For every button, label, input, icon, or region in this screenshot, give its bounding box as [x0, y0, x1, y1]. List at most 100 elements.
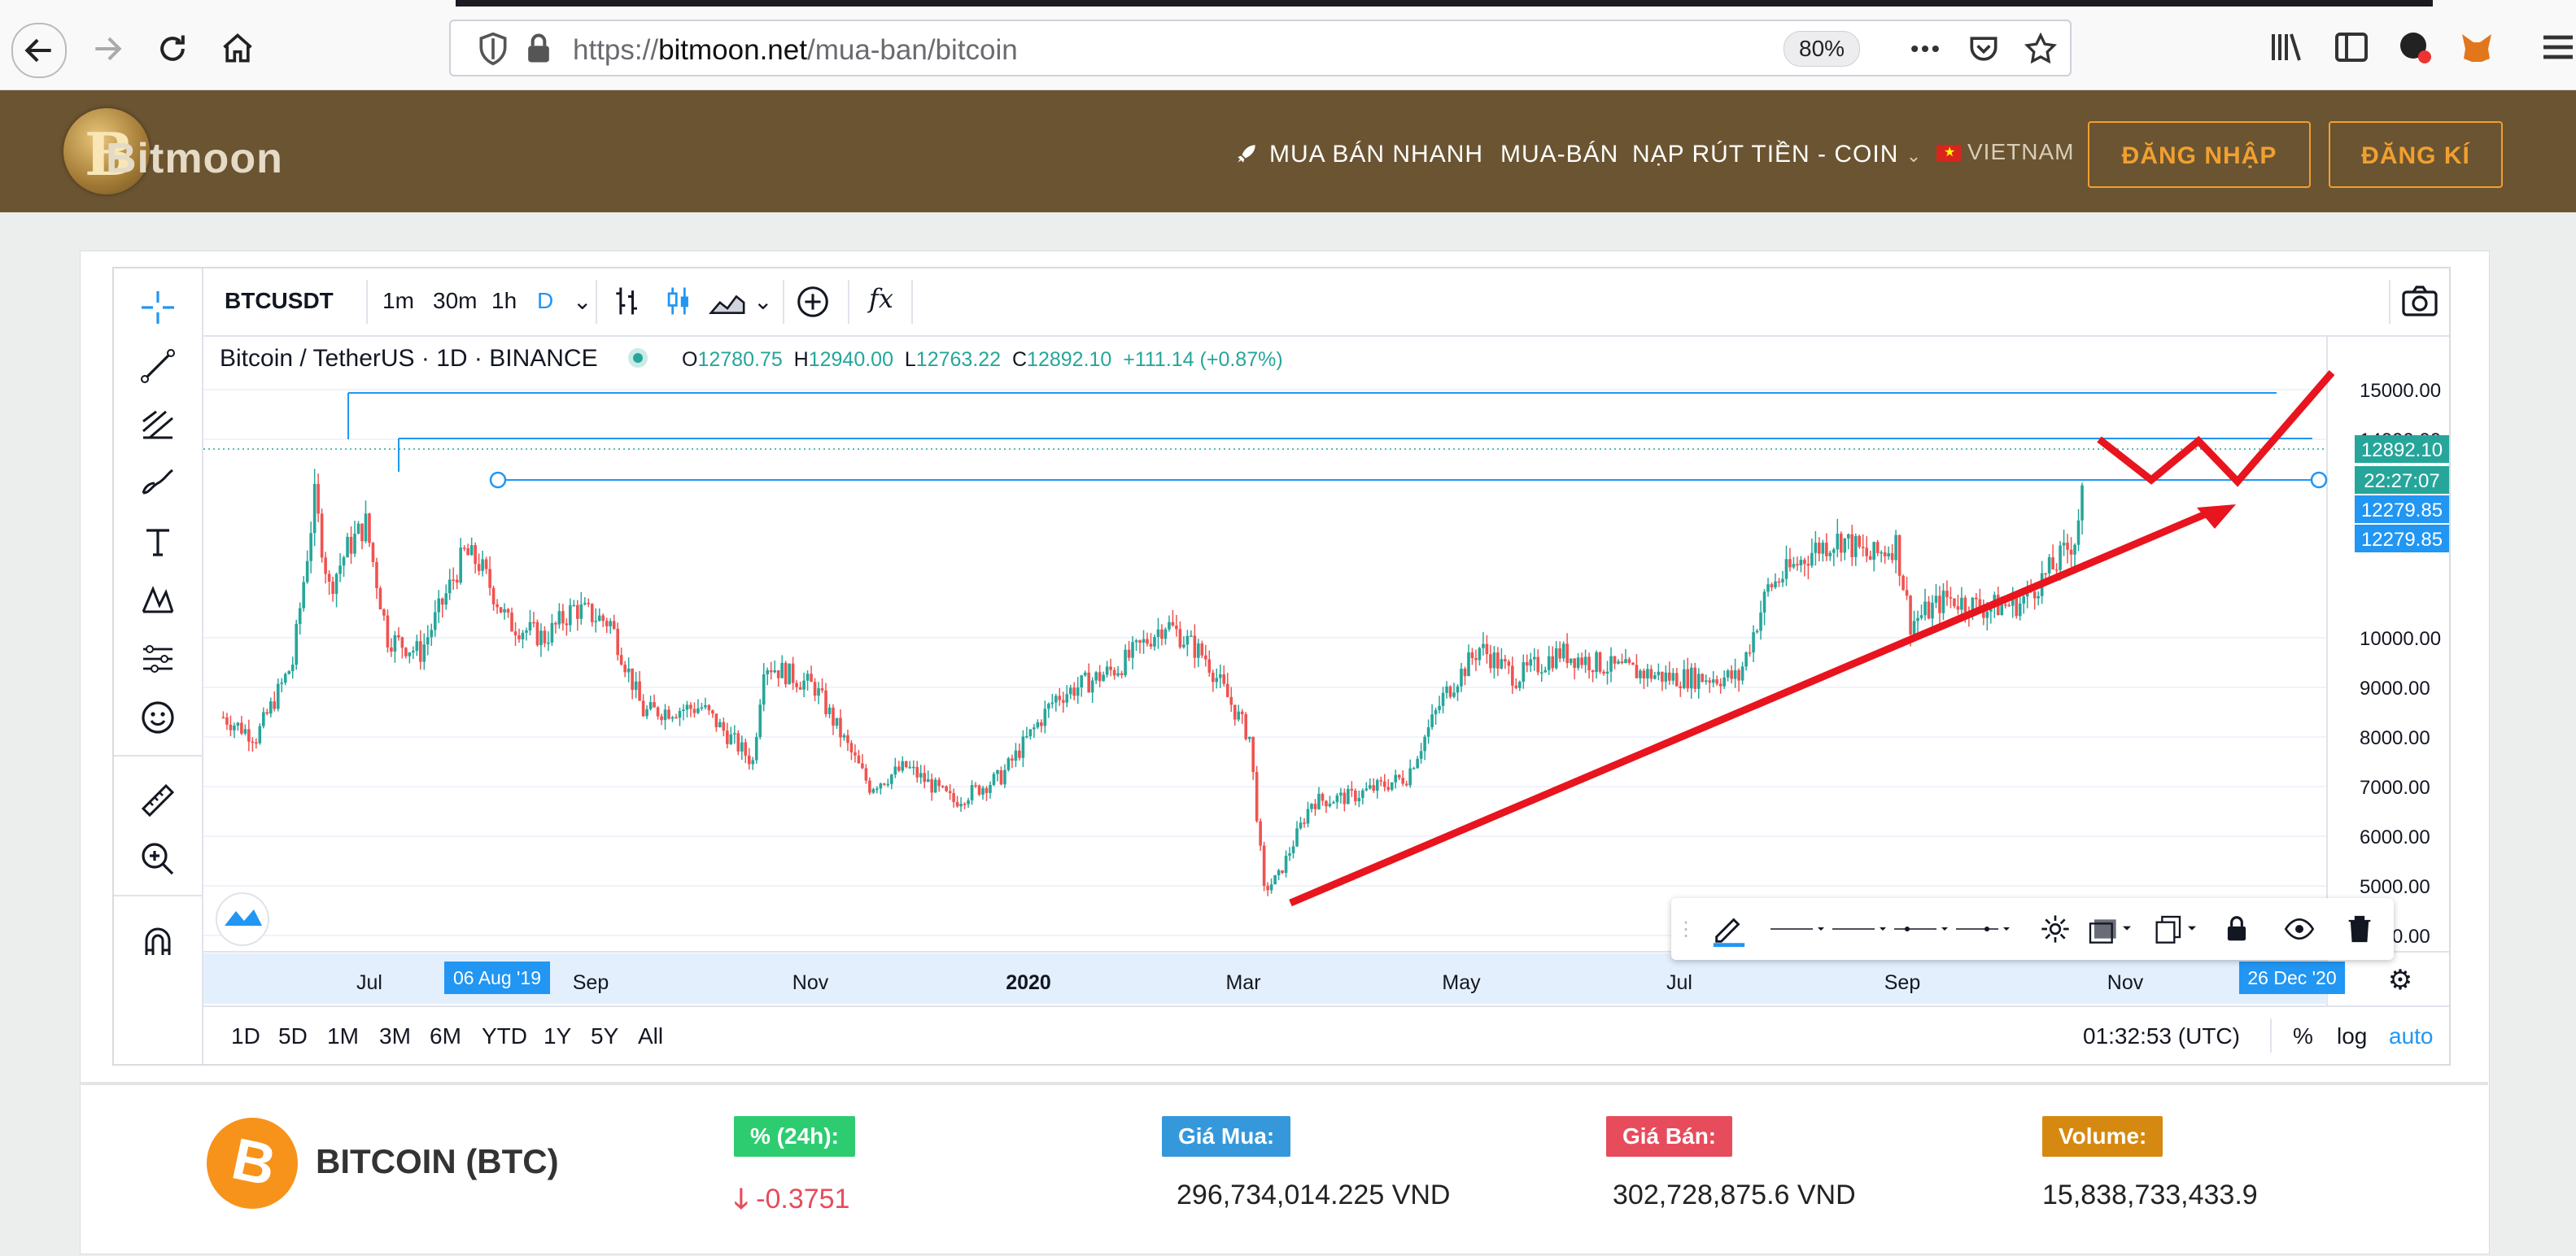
menu-trade[interactable]: MUA-BÁN [1500, 141, 1619, 168]
magnet-tool[interactable] [133, 918, 182, 966]
interval-1h[interactable]: 1h [491, 288, 517, 313]
zoom-tool[interactable] [133, 835, 182, 883]
sell-price-badge: Giá Bán: [1606, 1116, 1733, 1157]
back-button[interactable] [11, 23, 67, 78]
interval-30m[interactable]: 30m [433, 288, 478, 313]
ruler-lines-icon [143, 645, 172, 673]
legend-title[interactable]: Bitcoin / TetherUS · 1D · BINANCE [220, 345, 598, 372]
lock-drawing-button[interactable] [2221, 909, 2252, 949]
utc-clock[interactable]: 01:32:53 (UTC) [2083, 1023, 2240, 1049]
candles-icon[interactable] [661, 283, 696, 319]
range-all[interactable]: All [638, 1023, 664, 1049]
drawing-settings-button[interactable] [2039, 909, 2072, 949]
range-5y[interactable]: 5Y [591, 1023, 619, 1049]
camera-icon[interactable] [2400, 283, 2439, 321]
bookmark-star-icon[interactable] [2023, 31, 2059, 67]
sidebar-icon[interactable] [2332, 28, 2371, 67]
more-actions-icon[interactable] [1907, 31, 1943, 67]
menu-deposit-withdraw[interactable]: NẠP RÚT TIỀN - COIN ⌄ [1632, 141, 1922, 168]
smiley-icon [142, 701, 174, 734]
range-5d[interactable]: 5D [278, 1023, 308, 1049]
brush-tool[interactable] [133, 459, 182, 508]
indicators-button[interactable]: fx [869, 283, 893, 314]
change-24h-value: 🡓 -0.3751 [734, 1180, 849, 1226]
emoji-tool[interactable] [133, 693, 182, 742]
area-chart-icon[interactable] [708, 283, 747, 319]
chart-type-dropdown[interactable]: ⌄ [753, 288, 772, 315]
range-3m[interactable]: 3M [379, 1023, 411, 1049]
range-6m[interactable]: 6M [430, 1023, 461, 1049]
down-arrow-icon: 🡓 [734, 1184, 749, 1215]
line-start-dropdown[interactable] [1893, 909, 1949, 949]
brush-icon [142, 469, 173, 495]
crosshair-tool[interactable] [133, 283, 182, 332]
line-dot-icon [1894, 927, 1948, 931]
reload-button[interactable] [146, 23, 199, 75]
interval-d[interactable]: D [537, 288, 554, 313]
auto-scale-toggle[interactable]: auto [2389, 1023, 2434, 1049]
interval-dropdown[interactable]: ⌄ [573, 288, 592, 315]
line-width-dropdown[interactable] [1769, 909, 1826, 949]
trendline-tool[interactable] [133, 342, 182, 390]
pocket-icon[interactable] [1966, 31, 2002, 67]
zoom-indicator[interactable]: 80% [1784, 31, 1861, 67]
forward-button[interactable] [81, 23, 133, 75]
magnet-icon [145, 927, 171, 955]
prediction-tool[interactable] [133, 635, 182, 683]
site-header: B Bitmoon MUA BÁN NHANH MUA-BÁN NẠP RÚT … [0, 90, 2576, 212]
text-tool[interactable] [133, 517, 182, 566]
log-scale-toggle[interactable]: log [2337, 1023, 2368, 1049]
drawing-toolbar [114, 268, 203, 1064]
symbol-search[interactable]: BTCUSDT [225, 288, 334, 313]
bitmoon-logo[interactable]: B Bitmoon [63, 107, 282, 196]
menu-quick-trade[interactable]: MUA BÁN NHANH [1269, 141, 1484, 168]
hamburger-menu-icon[interactable] [2539, 28, 2576, 67]
range-1m[interactable]: 1M [327, 1023, 359, 1049]
eye-icon [2284, 918, 2315, 940]
delete-drawing-button[interactable] [2343, 909, 2376, 949]
fib-tool[interactable] [133, 400, 182, 449]
visual-order-button[interactable] [2086, 909, 2135, 949]
hide-drawing-button[interactable] [2283, 909, 2316, 949]
market-status-dot [633, 353, 643, 363]
extension-icon[interactable] [2395, 28, 2434, 67]
library-icon[interactable] [2267, 28, 2306, 67]
forward-arrow-icon [95, 37, 122, 61]
range-ytd[interactable]: YTD [482, 1023, 527, 1049]
low-value: 12763.22 [915, 348, 1002, 371]
address-bar[interactable]: https://bitmoon.net/mua-ban/bitcoin 80% [449, 20, 2072, 76]
home-button[interactable] [212, 23, 264, 75]
line-style-icon [1770, 927, 1824, 931]
reload-icon [160, 35, 185, 61]
range-1d[interactable]: 1D [231, 1023, 260, 1049]
pattern-tool[interactable] [133, 576, 182, 625]
language-selector[interactable]: ★ VIETNAM [1936, 139, 2074, 165]
percent-scale-toggle[interactable]: % [2293, 1023, 2313, 1049]
text-icon [146, 529, 169, 556]
lock-icon[interactable] [521, 31, 557, 67]
drawing-properties-toolbar: ⋮ [1671, 898, 2394, 960]
bar-chart-icon[interactable] [610, 283, 646, 319]
url-text[interactable]: https://bitmoon.net/mua-ban/bitcoin [573, 34, 1018, 66]
register-button[interactable]: ĐĂNG KÍ [2329, 121, 2503, 188]
line-end-dropdown[interactable] [1954, 909, 2011, 949]
line-style-dropdown[interactable] [1831, 909, 1888, 949]
shield-icon[interactable] [475, 31, 511, 67]
login-button[interactable]: ĐĂNG NHẬP [2088, 121, 2311, 188]
clone-button[interactable] [2151, 909, 2200, 949]
zoom-in-icon [142, 843, 174, 875]
bitcoin-coin-icon: B [63, 108, 150, 194]
metamask-fox-icon[interactable] [2457, 28, 2496, 67]
drag-handle[interactable]: ⋮ [1676, 918, 1696, 940]
buy-price-badge: Giá Mua: [1162, 1116, 1291, 1157]
range-1y[interactable]: 1Y [544, 1023, 572, 1049]
measure-tool[interactable] [133, 776, 182, 825]
compare-plus-icon[interactable] [794, 283, 832, 321]
interval-1m[interactable]: 1m [382, 288, 414, 313]
chevron-down-icon: ⌄ [573, 289, 592, 314]
open-value: 12780.75 [697, 348, 783, 371]
volume-value: 15,838,733,433.9 [2042, 1180, 2258, 1210]
chevron-down-icon: ⌄ [1906, 146, 1923, 166]
line-color-button[interactable] [1710, 909, 1748, 949]
change-24h-text: -0.3751 [756, 1184, 850, 1215]
